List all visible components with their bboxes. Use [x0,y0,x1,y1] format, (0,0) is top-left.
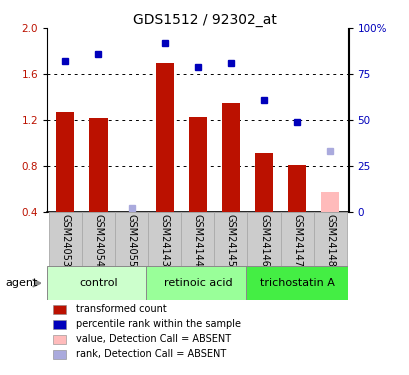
Bar [214,212,247,266]
Bar [115,212,148,266]
Bar [155,63,173,212]
Text: GSM24148: GSM24148 [324,214,335,267]
Text: GSM24053: GSM24053 [60,214,70,267]
Bar [188,117,207,212]
Bar [56,112,74,212]
Bar [280,212,313,266]
Text: GSM24143: GSM24143 [160,214,169,267]
Text: retinoic acid: retinoic acid [163,278,231,288]
Bar [47,266,149,300]
Bar [181,212,214,266]
Bar [320,192,339,212]
Bar [221,103,239,212]
Bar [49,212,82,266]
Bar [247,212,280,266]
Text: GSM24144: GSM24144 [192,214,202,267]
Bar [288,165,306,212]
Text: agent: agent [5,278,37,288]
Bar [148,212,181,266]
Text: GSM24146: GSM24146 [258,214,268,267]
Text: transformed count: transformed count [76,304,166,314]
Text: percentile rank within the sample: percentile rank within the sample [76,320,240,329]
Text: rank, Detection Call = ABSENT: rank, Detection Call = ABSENT [76,350,225,359]
Bar [82,212,115,266]
Text: GSM24054: GSM24054 [93,214,103,267]
Text: GSM24055: GSM24055 [126,214,136,267]
Text: trichostatin A: trichostatin A [259,278,334,288]
Bar [89,118,107,212]
Text: GSM24147: GSM24147 [292,214,301,267]
Bar [313,212,346,266]
Bar [254,153,272,212]
Bar [146,266,249,300]
Text: GDS1512 / 92302_at: GDS1512 / 92302_at [133,13,276,27]
Text: value, Detection Call = ABSENT: value, Detection Call = ABSENT [76,334,230,344]
Text: GSM24145: GSM24145 [225,214,235,267]
Bar [245,266,348,300]
Text: control: control [79,278,117,288]
